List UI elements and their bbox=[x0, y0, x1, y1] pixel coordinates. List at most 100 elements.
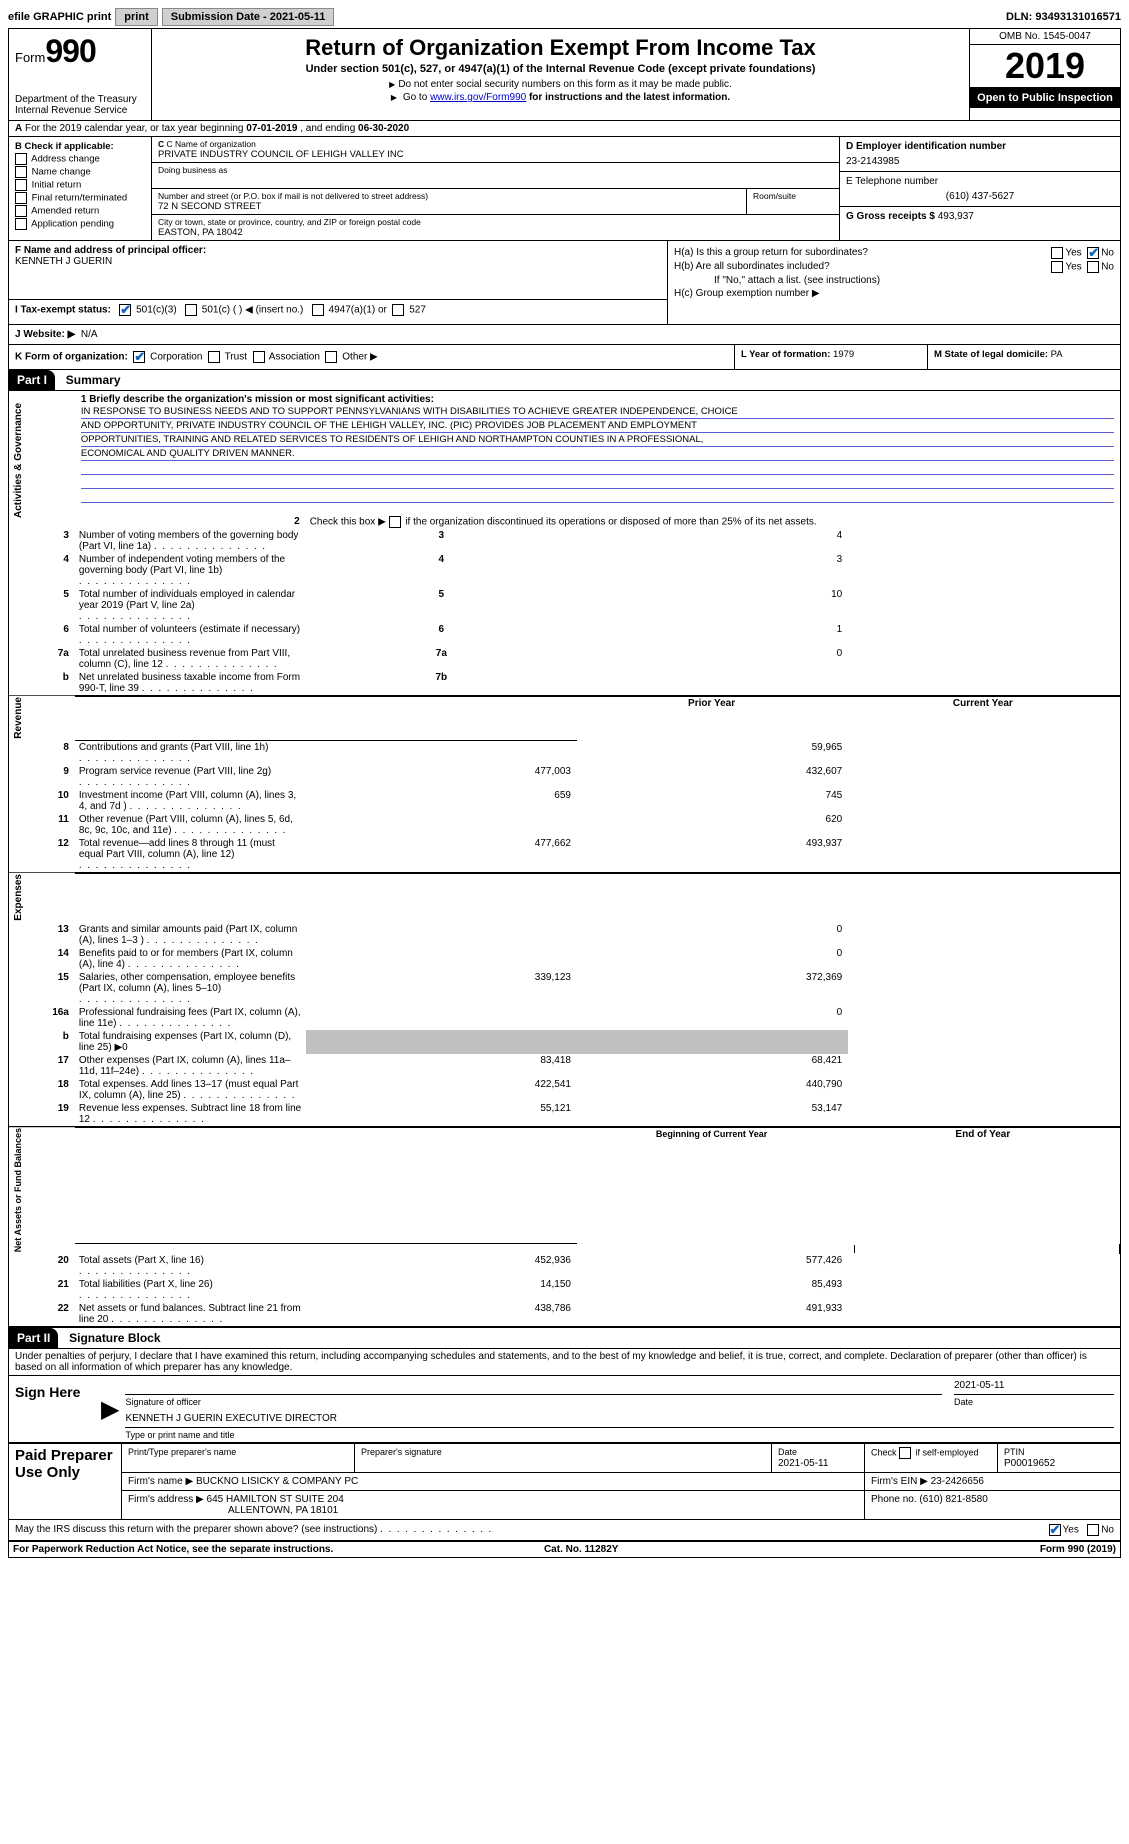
cb-other[interactable] bbox=[325, 351, 337, 363]
ptin-value: P00019652 bbox=[1004, 1458, 1055, 1469]
mission-line: IN RESPONSE TO BUSINESS NEEDS AND TO SUP… bbox=[81, 406, 1114, 419]
ha-yes-cb[interactable] bbox=[1051, 247, 1063, 259]
colb-checkbox[interactable] bbox=[15, 179, 27, 191]
exp-prior bbox=[306, 947, 577, 971]
rev-curr: 620 bbox=[577, 813, 848, 837]
gov-desc: Total number of volunteers (estimate if … bbox=[79, 624, 300, 646]
tax-year: 2019 bbox=[970, 45, 1120, 88]
exp-prior bbox=[306, 923, 577, 947]
print-button[interactable]: print bbox=[115, 8, 157, 26]
part2-header: Part II Signature Block bbox=[9, 1326, 1120, 1349]
firm-phone: (610) 821-8580 bbox=[919, 1494, 987, 1505]
gov-box: 3 bbox=[306, 529, 577, 553]
sig-date-label: Date bbox=[954, 1397, 1114, 1407]
hdr-end: End of Year bbox=[848, 1127, 1119, 1244]
firm-ein: 23-2426656 bbox=[931, 1476, 984, 1487]
col-l-year: L Year of formation: 1979 bbox=[735, 345, 928, 369]
mission-line: OPPORTUNITIES, TRAINING AND RELATED SERV… bbox=[81, 434, 1114, 447]
cb-corp[interactable] bbox=[133, 351, 145, 363]
officer-name-title: KENNETH J GUERIN EXECUTIVE DIRECTOR bbox=[125, 1413, 1114, 1428]
ha-no-cb[interactable] bbox=[1087, 247, 1099, 259]
g-label: G Gross receipts $ bbox=[846, 211, 938, 222]
form-subtitle: Under section 501(c), 527, or 4947(a)(1)… bbox=[158, 63, 963, 75]
row-i-tax-status: I Tax-exempt status: 501(c)(3) 501(c) ( … bbox=[9, 299, 667, 320]
sign-arrow-icon: ▶ bbox=[101, 1376, 119, 1443]
ha-label: H(a) Is this a group return for subordin… bbox=[674, 247, 868, 259]
cb-trust[interactable] bbox=[208, 351, 220, 363]
tab-revenue: Revenue bbox=[9, 696, 75, 741]
cb-assoc[interactable] bbox=[253, 351, 265, 363]
mission-q: 1 Briefly describe the organization's mi… bbox=[81, 394, 434, 405]
open-to-public: Open to Public Inspection bbox=[970, 88, 1120, 108]
part2-title: Signature Block bbox=[61, 1331, 160, 1345]
col-f-officer: F Name and address of principal officer:… bbox=[9, 241, 668, 324]
gov-box: 4 bbox=[306, 553, 577, 588]
k-label: K Form of organization: bbox=[15, 352, 128, 363]
gov-box: 6 bbox=[306, 623, 577, 647]
discuss-yes-cb[interactable] bbox=[1049, 1524, 1061, 1536]
net-row: 22Net assets or fund balances. Subtract … bbox=[9, 1302, 1120, 1326]
expense-row: 19Revenue less expenses. Subtract line 1… bbox=[9, 1102, 1120, 1127]
cb-501c3[interactable] bbox=[119, 304, 131, 316]
prep-sig-label: Preparer's signature bbox=[361, 1447, 765, 1457]
cb-501c[interactable] bbox=[185, 304, 197, 316]
rev-desc: Program service revenue (Part VIII, line… bbox=[79, 766, 271, 788]
hb-yes-cb[interactable] bbox=[1051, 261, 1063, 273]
gov-row: bNet unrelated business taxable income f… bbox=[9, 671, 1120, 696]
row-a-tax-year: A For the 2019 calendar year, or tax yea… bbox=[9, 121, 1120, 137]
row-fh: F Name and address of principal officer:… bbox=[9, 241, 1120, 325]
sig-officer-label: Signature of officer bbox=[125, 1397, 942, 1407]
row-a-begin: 07-01-2019 bbox=[246, 123, 297, 134]
colb-checkbox[interactable] bbox=[15, 218, 27, 230]
cb-self-employed[interactable] bbox=[899, 1447, 911, 1459]
opt-527: 527 bbox=[409, 305, 426, 316]
hb-no-cb[interactable] bbox=[1087, 261, 1099, 273]
d-ein-block: D Employer identification number 23-2143… bbox=[840, 137, 1120, 172]
gov-value: 1 bbox=[577, 623, 848, 647]
colb-checkbox[interactable] bbox=[15, 166, 27, 178]
hdr-current-year: Current Year bbox=[848, 696, 1119, 741]
net-curr: 85,493 bbox=[577, 1278, 848, 1302]
colb-checkbox[interactable] bbox=[15, 192, 27, 204]
page-footer: For Paperwork Reduction Act Notice, see … bbox=[9, 1542, 1120, 1557]
dept-label: Department of the Treasury Internal Reve… bbox=[15, 94, 145, 116]
form-title: Return of Organization Exempt From Incom… bbox=[158, 35, 963, 61]
f-label: F Name and address of principal officer: bbox=[15, 245, 206, 256]
cb-527[interactable] bbox=[392, 304, 404, 316]
mission-line: ECONOMICAL AND QUALITY DRIVEN MANNER. bbox=[81, 448, 1114, 461]
net-curr: 577,426 bbox=[577, 1254, 848, 1278]
discuss-no-cb[interactable] bbox=[1087, 1524, 1099, 1536]
l-label: L Year of formation: bbox=[741, 349, 833, 360]
opt-501c: 501(c) ( ) ◀ (insert no.) bbox=[202, 305, 304, 316]
exp-prior bbox=[306, 1030, 577, 1054]
city-label: City or town, state or province, country… bbox=[158, 217, 833, 227]
omb-number: OMB No. 1545-0047 bbox=[970, 29, 1120, 45]
exp-desc: Total expenses. Add lines 13–17 (must eq… bbox=[79, 1079, 299, 1101]
gov-row: 7aTotal unrelated business revenue from … bbox=[9, 647, 1120, 671]
tab-expenses: Expenses bbox=[9, 873, 75, 923]
hc-line: H(c) Group exemption number ▶ bbox=[674, 288, 1114, 299]
exp-prior: 422,541 bbox=[306, 1078, 577, 1102]
paid-preparer-label: Paid Preparer Use Only bbox=[9, 1444, 122, 1520]
firm-phone-label: Phone no. bbox=[871, 1494, 919, 1505]
gov-row: 3Number of voting members of the governi… bbox=[9, 529, 1120, 553]
row-a-text: For the 2019 calendar year, or tax year … bbox=[25, 123, 246, 134]
expense-row: 14Benefits paid to or for members (Part … bbox=[9, 947, 1120, 971]
gov-value bbox=[577, 671, 848, 696]
form-word: Form bbox=[15, 50, 45, 65]
rev-prior: 659 bbox=[306, 789, 577, 813]
colb-checkbox[interactable] bbox=[15, 205, 27, 217]
expense-row: 16aProfessional fundraising fees (Part I… bbox=[9, 1006, 1120, 1030]
cb-4947[interactable] bbox=[312, 304, 324, 316]
part1-title: Summary bbox=[58, 373, 121, 387]
revenue-row: 11Other revenue (Part VIII, column (A), … bbox=[9, 813, 1120, 837]
form990-link[interactable]: www.irs.gov/Form990 bbox=[430, 92, 526, 103]
officer-sig-line[interactable] bbox=[125, 1380, 942, 1395]
exp-curr: 0 bbox=[577, 947, 848, 971]
line2-cb[interactable] bbox=[389, 516, 401, 528]
header-left: Form990 Department of the Treasury Inter… bbox=[9, 29, 152, 120]
part1-header: Part I Summary bbox=[9, 370, 1120, 391]
hb-yes: Yes bbox=[1065, 262, 1081, 273]
colb-checkbox[interactable] bbox=[15, 153, 27, 165]
rev-curr: 493,937 bbox=[577, 837, 848, 873]
